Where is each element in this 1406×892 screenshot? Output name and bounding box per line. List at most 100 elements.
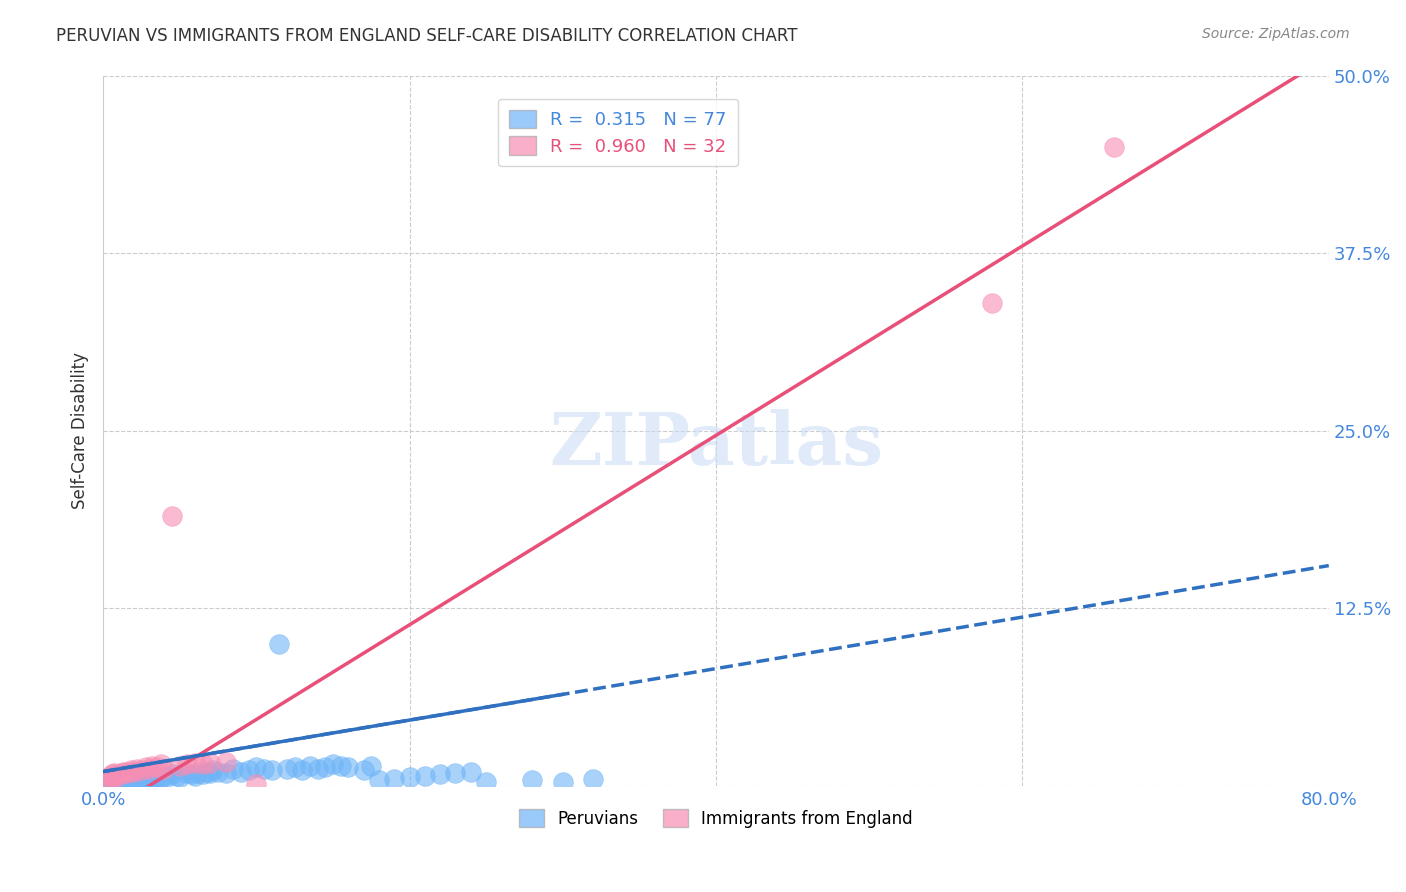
Point (98, 770, 121, 784)
Point (202, 763, 225, 777)
Point (114, 774, 136, 789)
Point (260, 763, 283, 777)
Point (103, 774, 125, 789)
Point (353, 763, 375, 777)
Point (112, 776, 135, 790)
Point (104, 776, 127, 790)
Point (141, 772, 163, 786)
Point (136, 773, 159, 788)
Point (200, 766, 222, 780)
Point (132, 774, 155, 789)
Point (169, 770, 191, 784)
Point (103, 766, 125, 780)
Point (156, 770, 179, 784)
Point (398, 770, 420, 784)
Point (145, 760, 167, 774)
Point (551, 774, 574, 789)
Point (169, 759, 191, 773)
Point (444, 766, 467, 780)
Point (121, 776, 143, 790)
Point (105, 769, 128, 783)
Point (413, 769, 436, 783)
Point (314, 760, 336, 774)
Point (429, 767, 451, 781)
Point (276, 762, 298, 776)
Point (101, 773, 124, 788)
Point (110, 766, 132, 780)
Point (100, 776, 122, 790)
Point (322, 757, 344, 772)
Point (150, 757, 173, 772)
Point (160, 767, 183, 781)
Text: Source: ZipAtlas.com: Source: ZipAtlas.com (1202, 27, 1350, 41)
Point (238, 763, 260, 777)
Point (215, 755, 238, 769)
Point (149, 772, 172, 786)
Point (141, 759, 163, 773)
Point (187, 766, 209, 780)
Point (117, 764, 139, 779)
Text: PERUVIAN VS IMMIGRANTS FROM ENGLAND SELF-CARE DISABILITY CORRELATION CHART: PERUVIAN VS IMMIGRANTS FROM ENGLAND SELF… (56, 27, 797, 45)
Point (115, 766, 138, 780)
Point (120, 774, 142, 789)
Point (191, 757, 214, 772)
Point (207, 764, 229, 779)
Point (125, 774, 148, 789)
Point (176, 766, 198, 780)
Text: ZIPatlas: ZIPatlas (548, 409, 883, 481)
Point (108, 774, 131, 789)
Point (181, 767, 204, 781)
Point (360, 759, 382, 773)
Point (520, 773, 543, 788)
Point (307, 762, 329, 776)
Point (101, 767, 124, 781)
Point (176, 757, 198, 772)
Point (284, 760, 307, 774)
Point (184, 756, 207, 770)
Point (117, 772, 139, 786)
Point (105, 772, 128, 786)
Point (125, 762, 148, 776)
Point (229, 764, 252, 779)
Point (96, 776, 118, 790)
Point (337, 760, 360, 774)
Point (98, 777, 121, 791)
Point (245, 777, 267, 791)
Point (980, 295, 1002, 310)
Point (582, 772, 605, 786)
Point (1104, 139, 1126, 153)
Point (107, 777, 129, 791)
Point (120, 763, 142, 777)
Point (382, 772, 405, 786)
Point (475, 774, 498, 789)
Point (460, 764, 482, 779)
Point (135, 760, 157, 774)
Point (122, 770, 145, 784)
Point (253, 762, 276, 776)
Point (142, 773, 165, 788)
Point (131, 763, 153, 777)
Point (115, 777, 138, 791)
Point (122, 764, 145, 779)
Point (166, 769, 188, 783)
Point (138, 762, 160, 776)
Point (127, 772, 149, 786)
Point (215, 766, 238, 780)
Point (191, 767, 214, 781)
Point (184, 769, 207, 783)
Point (97, 774, 120, 789)
Point (298, 759, 321, 773)
Point (135, 772, 157, 786)
Point (269, 637, 291, 651)
Point (222, 762, 245, 776)
Point (112, 764, 135, 779)
Point (104, 770, 127, 784)
Point (145, 770, 167, 784)
Point (291, 763, 314, 777)
Point (329, 759, 352, 773)
Point (110, 773, 132, 788)
Point (160, 508, 183, 523)
Point (367, 773, 389, 788)
Point (138, 774, 160, 789)
Point (100, 769, 122, 783)
